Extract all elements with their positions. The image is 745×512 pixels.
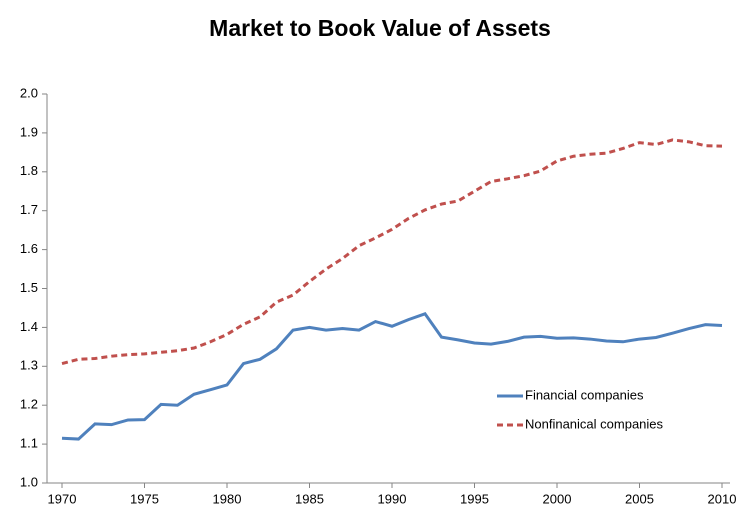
- x-tick-label: 1990: [378, 491, 407, 506]
- y-tick-label: 1.3: [20, 358, 38, 373]
- y-tick-label: 1.2: [20, 397, 38, 412]
- x-tick-label: 2005: [625, 491, 654, 506]
- y-tick-label: 1.5: [20, 280, 38, 295]
- series-line: [61, 311, 723, 441]
- x-tick-label: 1995: [460, 491, 489, 506]
- y-tick-label: 1.8: [20, 163, 38, 178]
- y-tick-label: 1.7: [20, 202, 38, 217]
- x-tick-label: 2000: [543, 491, 572, 506]
- y-tick-label: 1.6: [20, 241, 38, 256]
- y-tick-label: 1.9: [20, 124, 38, 139]
- legend-label: Financial companies: [525, 387, 644, 402]
- x-tick-label: 1970: [48, 491, 77, 506]
- legend-label: Nonfinanical companies: [525, 416, 664, 431]
- y-tick-label: 1.0: [20, 474, 38, 489]
- y-tick-label: 1.1: [20, 436, 38, 451]
- y-tick-label: 2.0: [20, 85, 38, 100]
- x-tick-label: 1985: [295, 491, 324, 506]
- series-line: [61, 138, 723, 366]
- x-tick-label: 1975: [130, 491, 159, 506]
- x-tick-label: 2010: [708, 491, 737, 506]
- chart-title: Market to Book Value of Assets: [209, 15, 551, 41]
- x-tick-label: 1980: [213, 491, 242, 506]
- y-tick-label: 1.4: [20, 319, 38, 334]
